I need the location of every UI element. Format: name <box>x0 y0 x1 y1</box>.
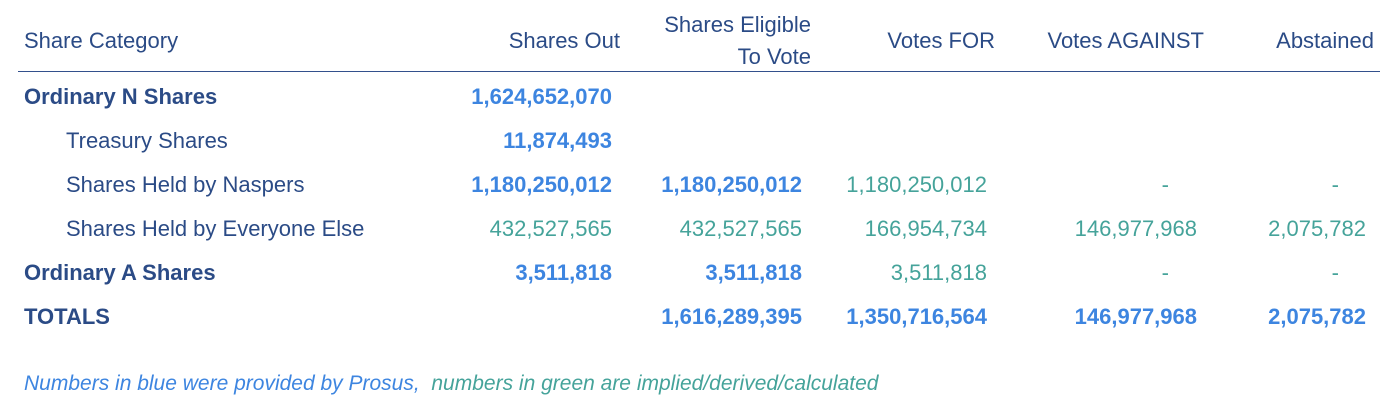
header-divider <box>18 71 1380 72</box>
votes-for-cell: 166,954,734 <box>864 216 987 241</box>
row-label: Treasury Shares <box>66 128 228 153</box>
shares-out-cell: 11,874,493 <box>503 128 612 153</box>
header-votes-for: Votes FOR <box>887 28 995 53</box>
row-label: Ordinary A Shares <box>24 260 216 285</box>
abstained-cell: 2,075,782 <box>1268 304 1366 329</box>
table-row: Ordinary N Shares 1,624,652,070 <box>0 76 1396 120</box>
row-label: Shares Held by Everyone Else <box>66 216 365 241</box>
eligible-cell: 3,511,818 <box>705 260 802 285</box>
votes-against-cell: - <box>1161 172 1169 197</box>
table-header: Share Category Shares Out Shares Eligibl… <box>0 0 1396 72</box>
table-row: Ordinary A Shares 3,511,818 3,511,818 3,… <box>0 252 1396 296</box>
header-shares-out: Shares Out <box>508 28 620 53</box>
totals-row: TOTALS 1,616,289,395 1,350,716,564 146,9… <box>0 296 1396 340</box>
abstained-cell: - <box>1331 260 1339 285</box>
shares-out-cell: 432,527,565 <box>489 216 612 241</box>
abstained-cell: - <box>1331 172 1339 197</box>
votes-for-cell: 1,350,716,564 <box>846 304 987 329</box>
shares-out-cell: 3,511,818 <box>515 260 612 285</box>
footnote-green-text: numbers in green are implied/derived/cal… <box>431 372 879 395</box>
votes-for-cell: 1,180,250,012 <box>846 172 987 197</box>
table-row: Treasury Shares 11,874,493 <box>0 120 1396 164</box>
shares-out-cell: 1,624,652,070 <box>471 84 612 109</box>
header-abstained: Abstained <box>1276 28 1374 53</box>
row-label: TOTALS <box>24 304 110 329</box>
footnote-blue-text: Numbers in blue were provided by Prosus, <box>24 372 420 395</box>
votes-against-cell: 146,977,968 <box>1074 304 1197 329</box>
shares-out-cell: 1,180,250,012 <box>471 172 612 197</box>
header-votes-against: Votes AGAINST <box>1047 28 1204 53</box>
row-label: Ordinary N Shares <box>24 84 218 109</box>
table-row: Shares Held by Everyone Else 432,527,565… <box>0 208 1396 252</box>
header-eligible-line2: To Vote <box>737 44 811 69</box>
color-legend-footnote: Numbers in blue were provided by Prosus,… <box>24 372 878 396</box>
votes-for-cell: 3,511,818 <box>890 260 987 285</box>
eligible-cell: 1,616,289,395 <box>661 304 802 329</box>
row-label: Shares Held by Naspers <box>66 172 305 197</box>
votes-against-cell: - <box>1161 260 1169 285</box>
header-eligible-line1: Shares Eligible <box>664 12 811 37</box>
abstained-cell: 2,075,782 <box>1268 216 1366 241</box>
votes-against-cell: 146,977,968 <box>1074 216 1197 241</box>
eligible-cell: 1,180,250,012 <box>661 172 802 197</box>
eligible-cell: 432,527,565 <box>679 216 802 241</box>
header-share-category: Share Category <box>24 28 179 53</box>
table-row: Shares Held by Naspers 1,180,250,012 1,1… <box>0 164 1396 208</box>
